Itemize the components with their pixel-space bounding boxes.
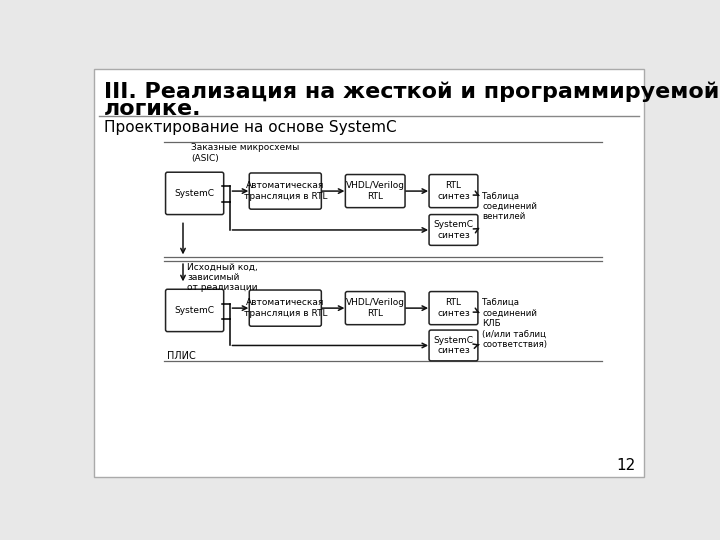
FancyBboxPatch shape — [94, 69, 644, 477]
FancyBboxPatch shape — [166, 172, 224, 214]
Text: RTL
синтез: RTL синтез — [437, 181, 470, 201]
Text: 12: 12 — [616, 458, 636, 473]
Text: ПЛИС: ПЛИС — [168, 351, 197, 361]
Text: SystemC: SystemC — [175, 306, 215, 315]
Text: Автоматическая
трансляция в RTL: Автоматическая трансляция в RTL — [243, 299, 327, 318]
Text: Таблица
соединений
КЛБ
(и/или таблиц
соответствия): Таблица соединений КЛБ (и/или таблиц соо… — [482, 298, 547, 349]
FancyBboxPatch shape — [429, 214, 478, 245]
Text: логике.: логике. — [104, 99, 202, 119]
FancyBboxPatch shape — [166, 289, 224, 332]
Text: RTL
синтез: RTL синтез — [437, 299, 470, 318]
Text: Исходный код,
зависимый
от реализации: Исходный код, зависимый от реализации — [187, 262, 258, 293]
Text: Таблица
соединений
вентилей: Таблица соединений вентилей — [482, 192, 537, 221]
FancyBboxPatch shape — [429, 292, 478, 325]
Text: SystemC: SystemC — [175, 189, 215, 198]
FancyBboxPatch shape — [429, 174, 478, 208]
FancyBboxPatch shape — [429, 330, 478, 361]
FancyBboxPatch shape — [346, 292, 405, 325]
FancyBboxPatch shape — [249, 290, 321, 326]
Text: Проектирование на основе SystemC: Проектирование на основе SystemC — [104, 120, 397, 135]
Text: SystemC
синтез: SystemC синтез — [433, 336, 474, 355]
Text: Автоматическая
трансляция в RTL: Автоматическая трансляция в RTL — [243, 181, 327, 201]
Text: Заказные микросхемы
(ASIC): Заказные микросхемы (ASIC) — [191, 143, 299, 163]
Text: VHDL/Verilog
RTL: VHDL/Verilog RTL — [346, 181, 405, 201]
FancyBboxPatch shape — [249, 173, 321, 209]
FancyBboxPatch shape — [346, 174, 405, 208]
Text: SystemC
синтез: SystemC синтез — [433, 220, 474, 240]
Text: III. Реализация на жесткой и программируемой: III. Реализация на жесткой и программиру… — [104, 82, 719, 102]
Text: VHDL/Verilog
RTL: VHDL/Verilog RTL — [346, 299, 405, 318]
